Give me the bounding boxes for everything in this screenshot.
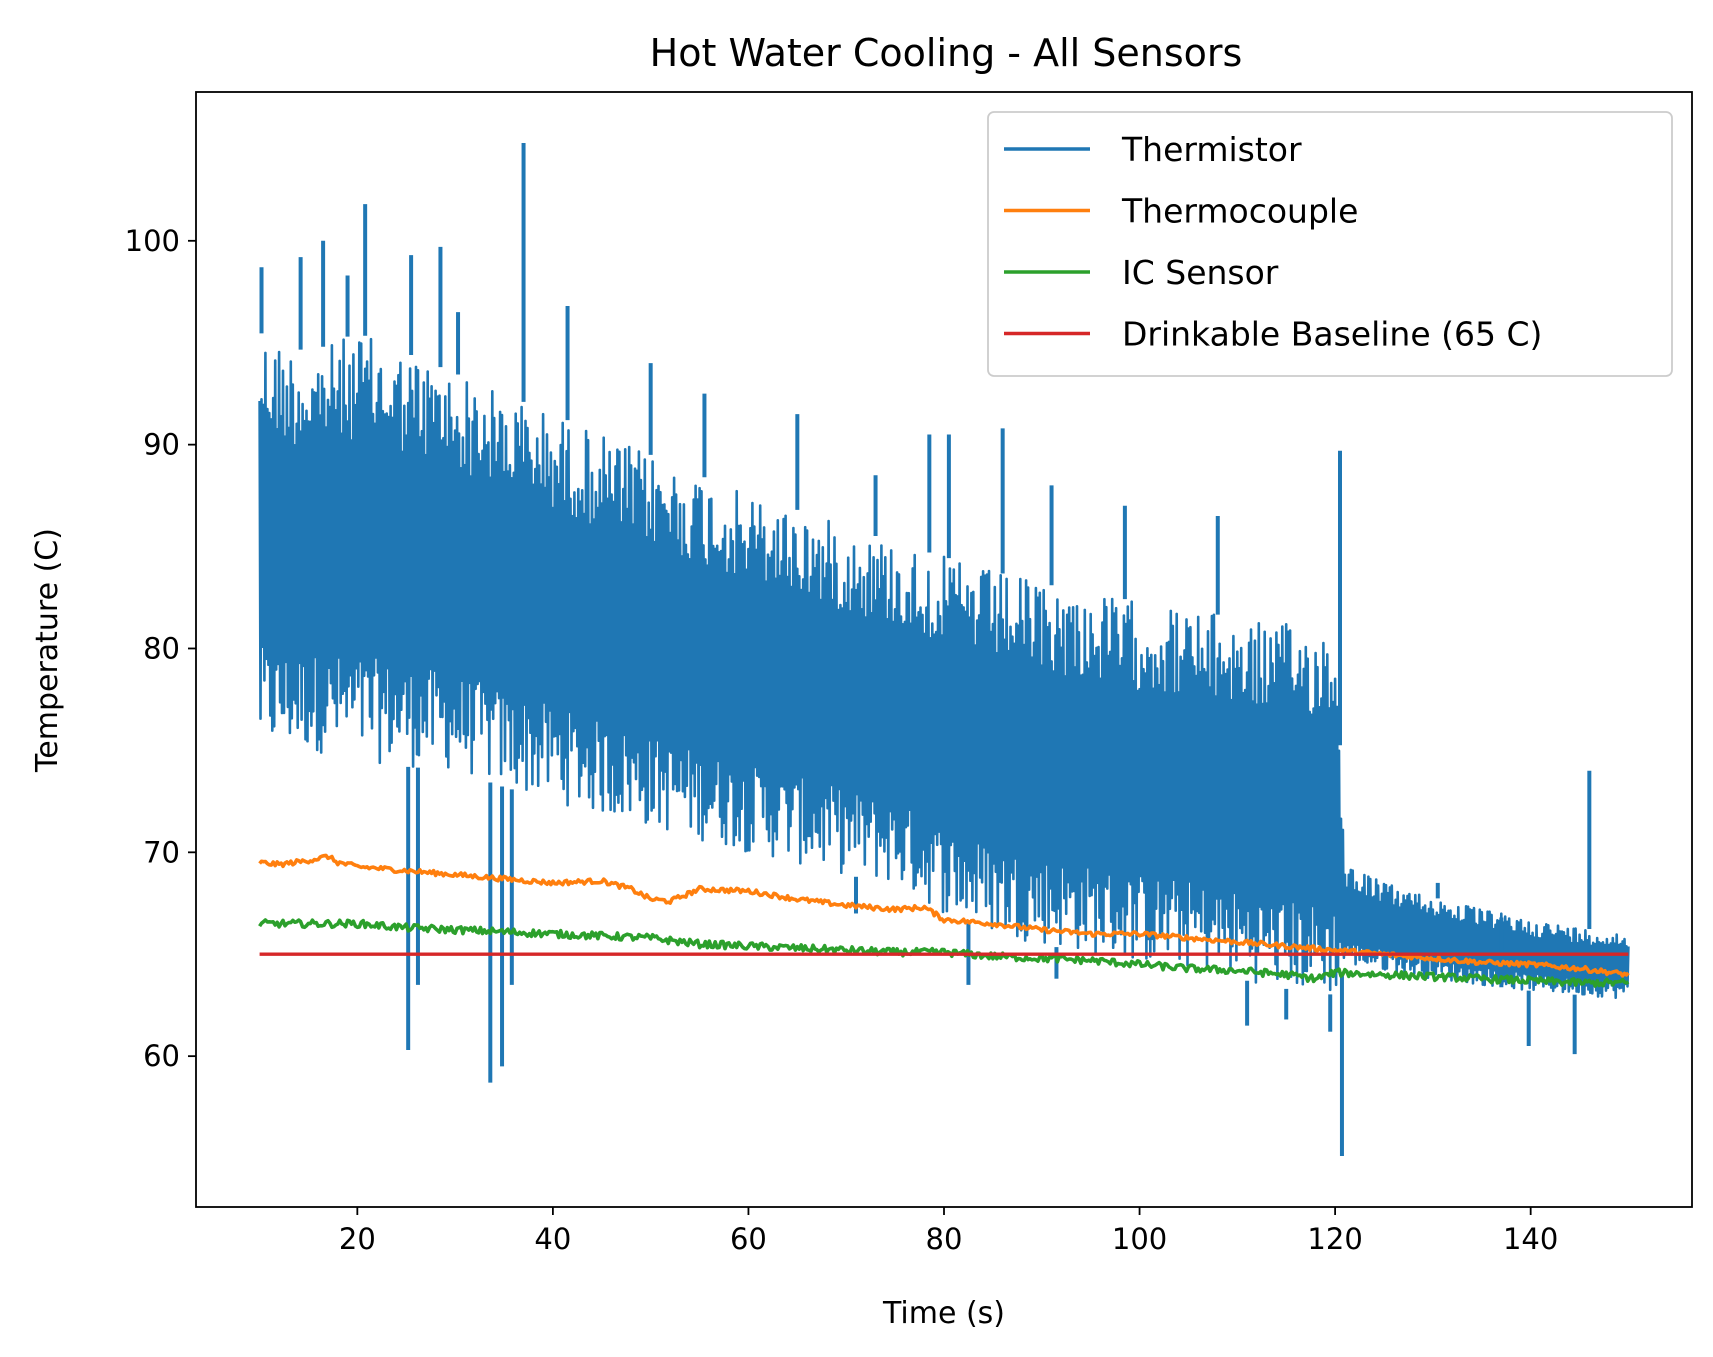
- legend-label-ic-sensor: IC Sensor: [1122, 253, 1279, 292]
- x-tick-label: 120: [1307, 1222, 1362, 1256]
- x-tick-label: 80: [926, 1222, 963, 1256]
- thermistor-trace: [258, 337, 1630, 999]
- series-layer: [258, 142, 1630, 1157]
- x-tick-label: 60: [730, 1222, 767, 1256]
- chart-title: Hot Water Cooling - All Sensors: [650, 31, 1243, 75]
- y-tick-label: 90: [143, 428, 180, 462]
- legend-label-drinkable-baseline-65-c: Drinkable Baseline (65 C): [1122, 315, 1542, 354]
- legend-label-thermistor: Thermistor: [1121, 130, 1302, 169]
- legend-label-thermocouple: Thermocouple: [1121, 192, 1358, 231]
- series-ic-sensor: [258, 918, 1630, 988]
- legend: Thermistor Thermocouple IC Sensor Drinkable…: [987, 111, 1673, 377]
- legend-box: [987, 111, 1673, 377]
- y-tick-label: 80: [143, 631, 180, 665]
- x-axis: 20 40 60 80 100 120 140: [339, 1207, 1558, 1256]
- x-tick-label: 140: [1503, 1222, 1558, 1256]
- y-tick-label: 100: [125, 224, 180, 258]
- ic-sensor-line: [258, 918, 1630, 988]
- y-tick-label: 70: [143, 835, 180, 869]
- y-axis: 60 70 80 90 100: [125, 224, 196, 1073]
- x-tick-label: 20: [339, 1222, 376, 1256]
- x-axis-label: Time (s): [882, 1296, 1005, 1331]
- y-axis-label: Temperature (C): [30, 528, 65, 773]
- x-tick-label: 40: [534, 1222, 571, 1256]
- y-tick-label: 60: [143, 1039, 180, 1073]
- x-tick-label: 100: [1112, 1222, 1167, 1256]
